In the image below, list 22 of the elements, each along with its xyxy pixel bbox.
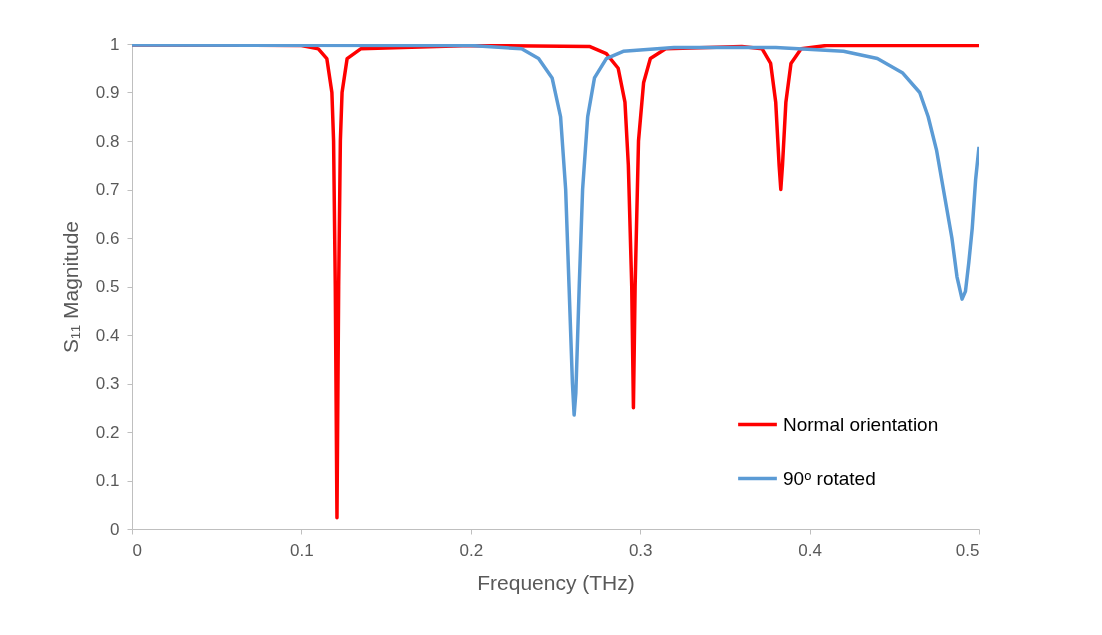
- y-tick-label: 0.7: [95, 180, 120, 199]
- x-tick-label: 0.4: [798, 540, 822, 560]
- x-axis-title: Frequency (THz): [477, 570, 635, 594]
- line-series: [132, 44, 979, 417]
- y-tick-label: 1: [110, 34, 120, 54]
- y-tick-label: 0.1: [95, 471, 120, 490]
- x-tick-label: 0.1: [290, 540, 314, 560]
- y-tick-label: 0.8: [95, 131, 120, 151]
- legend-label: Normal orientation: [783, 413, 939, 435]
- y-tick-label: 0.3: [95, 374, 120, 393]
- y-tick-label: 0.5: [95, 277, 120, 296]
- y-tick-label: 0.6: [95, 228, 120, 248]
- legend-label: 90ᵒ rotated: [783, 467, 876, 489]
- y-tick-label: 0.4: [95, 325, 120, 345]
- x-tick-label: 0.5: [955, 540, 980, 560]
- y-tick-label: 0: [110, 519, 120, 539]
- x-tick-label: 0.2: [459, 540, 484, 560]
- y-tick-label: 0.2: [95, 422, 120, 442]
- y-tick-label: 0.9: [95, 83, 120, 102]
- x-tick-label: 0.3: [628, 540, 653, 560]
- x-tick-label: 0: [132, 540, 142, 560]
- y-axis-title: S₁₁ Magnitude: [58, 220, 82, 354]
